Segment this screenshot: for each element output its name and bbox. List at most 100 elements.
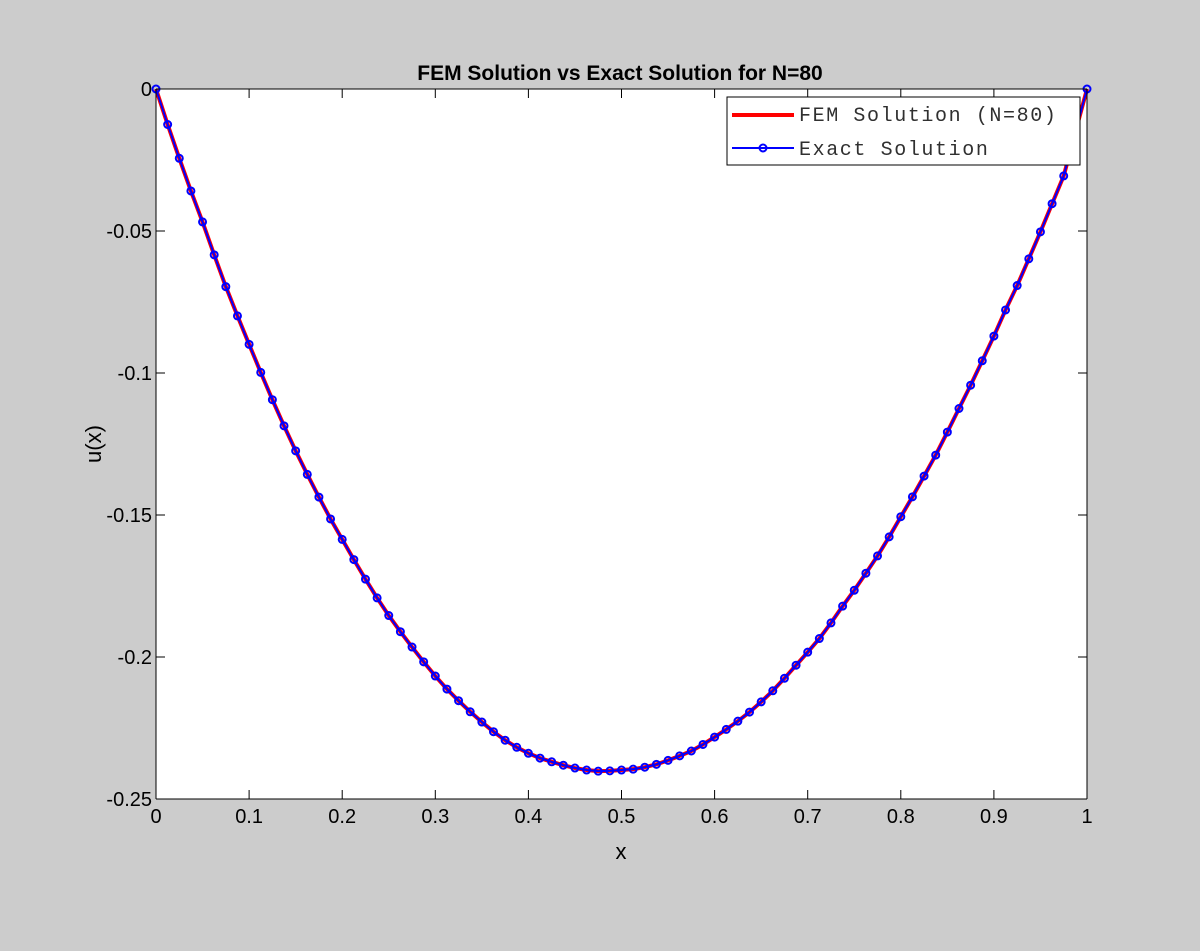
series-layer [151, 84, 1092, 776]
y-tick-label: -0.2 [118, 647, 152, 669]
y-tick-label: -0.05 [106, 221, 152, 243]
exact-solution-point [675, 751, 685, 761]
exact-solution-point [873, 551, 883, 561]
exact-solution-point [407, 642, 417, 652]
exact-solution-point [826, 618, 836, 628]
exact-solution-point [372, 593, 382, 603]
exact-solution-point [488, 727, 498, 737]
exact-solution-point [768, 686, 778, 696]
exact-solution-point [547, 757, 557, 767]
exact-solution-point [884, 532, 894, 542]
exact-solution-point [279, 421, 289, 431]
exact-solution-point [640, 762, 650, 772]
exact-solution-point [360, 574, 370, 584]
x-tick-label: 0.4 [514, 806, 542, 828]
x-tick-label: 0 [150, 806, 161, 828]
exact-solution-point [198, 217, 208, 227]
exact-solution-point [733, 716, 743, 726]
exact-solution-point [721, 724, 731, 734]
exact-solution-point [570, 763, 580, 773]
exact-solution-point [710, 732, 720, 742]
exact-solution-point [465, 707, 475, 717]
exact-solution-point [454, 696, 464, 706]
exact-solution-point [977, 356, 987, 366]
exact-solution-point [244, 339, 254, 349]
exact-solution-point [779, 673, 789, 683]
exact-solution-point [314, 492, 324, 502]
x-tick-label: 0.1 [235, 806, 263, 828]
x-tick-label: 0.6 [701, 806, 729, 828]
exact-solution-point [337, 534, 347, 544]
chart-title: FEM Solution vs Exact Solution for N=80 [417, 62, 822, 85]
y-tick-label: -0.25 [106, 789, 152, 811]
exact-solution-point [442, 684, 452, 694]
y-tick-label: 0 [141, 79, 152, 101]
exact-solution-point [628, 764, 638, 774]
exact-solution-point [791, 660, 801, 670]
exact-solution-point [1024, 254, 1034, 264]
exact-solution-point [163, 120, 173, 129]
legend-box [726, 96, 1081, 166]
exact-solution-point [523, 748, 533, 758]
exact-solution-point [419, 657, 429, 667]
exact-solution-point [1012, 281, 1022, 291]
exact-solution-point [814, 634, 824, 644]
x-axis-label: x [616, 839, 627, 864]
exact-solution-point [651, 759, 661, 769]
exact-solution-point [1035, 227, 1045, 237]
exact-solution-point [174, 153, 184, 163]
exact-solution-point [430, 671, 440, 681]
exact-solution-point [605, 766, 615, 776]
x-tick-label: 0.7 [794, 806, 822, 828]
exact-solution-point [593, 766, 603, 776]
plot-area [156, 89, 1087, 799]
exact-solution-point [617, 765, 626, 775]
exact-solution-point [291, 446, 301, 456]
exact-solution-point [232, 311, 242, 321]
exact-solution-point [186, 186, 196, 196]
exact-solution-point [686, 746, 696, 756]
exact-solution-point [256, 367, 266, 377]
exact-solution-point [267, 395, 277, 405]
x-tick-label: 0.2 [328, 806, 356, 828]
y-tick-label: -0.1 [118, 363, 152, 385]
legend-exact-label: Exact Solution [799, 139, 989, 162]
exact-solution-point [477, 717, 487, 727]
exact-solution-point [500, 735, 510, 745]
exact-solution-point [861, 568, 871, 578]
exact-solution-point [535, 753, 545, 763]
x-tick-label: 0.9 [980, 806, 1008, 828]
exact-solution-point [349, 555, 359, 565]
exact-solution-point [1047, 199, 1057, 209]
exact-solution-point [582, 765, 592, 775]
exact-solution-point [942, 427, 952, 437]
y-tick-label: -0.15 [106, 505, 152, 527]
x-tick-label: 0.8 [887, 806, 915, 828]
exact-solution-point [849, 585, 859, 595]
exact-solution-point [698, 739, 708, 749]
exact-solution-point [838, 601, 848, 611]
exact-solution-point [931, 450, 941, 460]
exact-solution-point [1059, 171, 1069, 181]
exact-solution-point [558, 760, 568, 770]
exact-solution-point [302, 469, 312, 479]
exact-solution-point [896, 512, 906, 522]
exact-solution-point [745, 707, 755, 717]
exact-solution-point [512, 742, 522, 752]
legend-exact-marker [758, 143, 768, 153]
exact-solution-point [756, 697, 766, 707]
exact-solution-line [155, 88, 1088, 773]
x-tick-label: 1 [1081, 806, 1092, 828]
exact-solution-point [221, 282, 231, 292]
x-tick-label: 0.5 [608, 806, 636, 828]
x-ticks: 0 0.1 0.2 0.3 0.4 0.5 0.6 0.7 0.8 0.9 1 [150, 89, 1093, 828]
exact-solution-point [989, 331, 999, 341]
x-tick-label: 0.3 [421, 806, 449, 828]
legend-fem-label: FEM Solution (N=80) [799, 105, 1057, 128]
exact-solution-point [209, 250, 219, 260]
exact-solution-point [919, 471, 929, 481]
legend: FEM Solution (N=80) Exact Solution [726, 96, 1081, 166]
exact-solution-point [663, 755, 673, 765]
